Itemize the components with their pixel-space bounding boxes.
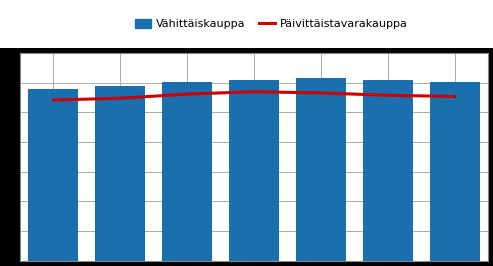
Bar <box>363 80 413 261</box>
Bar <box>229 80 279 261</box>
Bar <box>162 82 212 261</box>
Bar <box>95 86 145 261</box>
Bar <box>429 82 480 261</box>
Legend: Vähittäiskauppa, Päivittäistavarakauppa: Vähittäiskauppa, Päivittäistavarakauppa <box>133 16 410 31</box>
Bar <box>296 77 346 261</box>
Bar <box>28 89 78 261</box>
